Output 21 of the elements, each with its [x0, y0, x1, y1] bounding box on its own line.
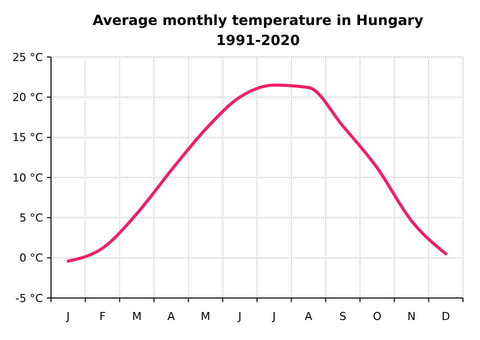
x-tick-label: J — [272, 310, 276, 323]
chart-title: Average monthly temperature in Hungary 1991-2020 — [92, 13, 424, 49]
x-tick-label: N — [407, 310, 416, 323]
y-tick-label: 20 °C — [12, 91, 44, 104]
y-tick-label: 10 °C — [12, 171, 44, 184]
line-series — [66, 84, 448, 263]
x-tick-label: F — [99, 310, 106, 323]
x-tick-label: A — [167, 310, 176, 323]
y-tick-label: 15 °C — [12, 131, 44, 144]
y-tick-label: 5 °C — [19, 212, 44, 225]
x-tick-label: M — [132, 310, 142, 323]
x-tick-label: J — [237, 310, 242, 323]
y-tick-label: -5 °C — [15, 292, 44, 305]
x-tick-label: A — [304, 310, 313, 323]
x-tick-label: M — [200, 310, 210, 323]
x-tick-label: D — [442, 310, 450, 323]
x-tick-label: S — [339, 310, 346, 323]
x-tick-label: J — [66, 310, 70, 323]
y-tick-label: 25 °C — [12, 50, 44, 64]
x-tick-label: O — [372, 310, 382, 323]
y-tick-label: 0 °C — [19, 252, 44, 265]
